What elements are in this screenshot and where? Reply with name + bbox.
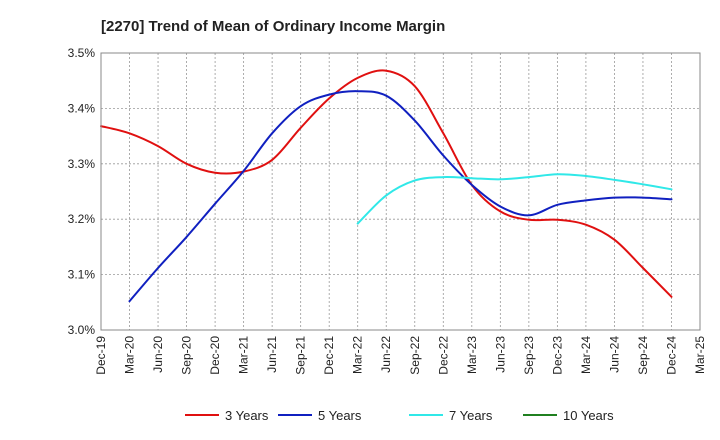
series-line-7-years <box>356 173 673 225</box>
y-tick-label: 3.1% <box>68 268 96 282</box>
legend-label: 5 Years <box>318 408 362 423</box>
legend-item: 5 Years <box>278 408 362 423</box>
y-tick-label: 3.5% <box>68 46 96 60</box>
x-tick-label: Dec-19 <box>94 336 108 375</box>
x-tick-label: Mar-24 <box>579 336 593 374</box>
x-tick-label: Mar-22 <box>351 336 365 374</box>
y-tick-label: 3.0% <box>68 323 96 337</box>
y-axis: 3.0% 3.1% 3.2% 3.3% 3.4% 3.5% <box>68 46 96 337</box>
x-tick-label: Sep-20 <box>180 336 194 375</box>
x-tick-label: Dec-22 <box>436 336 450 375</box>
x-tick-label: Jun-23 <box>493 336 507 373</box>
x-tick-label: Dec-21 <box>322 336 336 375</box>
x-tick-label: Mar-21 <box>237 336 251 374</box>
x-tick-label: Sep-22 <box>408 336 422 375</box>
x-tick-label: Dec-20 <box>208 336 222 375</box>
x-tick-label: Jun-20 <box>151 336 165 373</box>
plot-area <box>101 53 700 330</box>
y-tick-label: 3.2% <box>68 212 96 226</box>
x-tick-label: Mar-25 <box>693 336 707 374</box>
legend-item: 3 Years <box>185 408 269 423</box>
y-tick-label: 3.3% <box>68 157 96 171</box>
legend-label: 10 Years <box>563 408 614 423</box>
x-tick-label: Jun-21 <box>265 336 279 373</box>
x-tick-label: Mar-23 <box>465 336 479 374</box>
x-tick-label: Mar-20 <box>123 336 137 374</box>
legend-label: 7 Years <box>449 408 493 423</box>
x-tick-label: Sep-23 <box>522 336 536 375</box>
chart-title: [2270] Trend of Mean of Ordinary Income … <box>101 18 445 35</box>
legend: 3 Years 5 Years 7 Years 10 Years <box>185 408 614 423</box>
series-line-5-years <box>128 90 673 303</box>
x-tick-label: Dec-24 <box>664 336 678 375</box>
y-tick-label: 3.4% <box>68 101 96 115</box>
legend-item: 7 Years <box>409 408 493 423</box>
x-tick-label: Jun-24 <box>607 336 621 373</box>
x-tick-label: Dec-23 <box>550 336 564 375</box>
x-axis: Dec-19 Mar-20 Jun-20 Sep-20 Dec-20 Mar-21 Jun-… <box>94 336 707 375</box>
x-tick-label: Sep-24 <box>636 336 650 375</box>
series-line-3-years <box>100 69 673 298</box>
x-tick-label: Sep-21 <box>294 336 308 375</box>
plot-frame <box>100 52 701 331</box>
x-tick-label: Jun-22 <box>379 336 393 373</box>
legend-label: 3 Years <box>225 408 269 423</box>
series-lines <box>100 69 673 303</box>
legend-item: 10 Years <box>523 408 614 423</box>
